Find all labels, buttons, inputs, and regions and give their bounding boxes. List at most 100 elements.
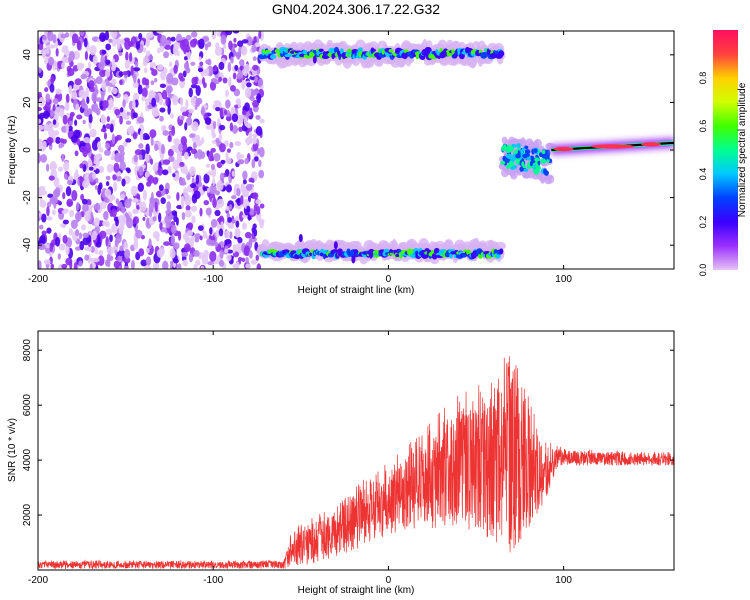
heatmap-cell [243, 69, 248, 77]
heatmap-cell [123, 256, 131, 264]
heatmap-cell [215, 106, 221, 112]
heatmap-cell [119, 161, 126, 171]
heatmap-cell [284, 53, 293, 58]
heatmap-cell [80, 224, 86, 231]
heatmap-cell [184, 169, 189, 176]
heatmap-cell [43, 259, 51, 265]
heatmap-cell [251, 45, 257, 53]
heatmap-cell [88, 246, 92, 252]
heatmap-cell [248, 131, 253, 141]
heatmap-cell [312, 55, 317, 64]
heatmap-cell [219, 124, 226, 131]
heatmap-cell [167, 148, 174, 157]
heatmap-cell [209, 81, 217, 91]
heatmap-cell [167, 134, 172, 143]
y-tick-label: 20 [22, 96, 33, 108]
heatmap-cell [170, 224, 177, 235]
heatmap-cell [193, 263, 198, 269]
heatmap-cell [521, 161, 525, 167]
heatmap-cell [205, 125, 213, 130]
heatmap-cell [141, 87, 148, 98]
heatmap-cell [184, 210, 192, 218]
heatmap-cell [95, 76, 103, 85]
heatmap-cell [255, 114, 261, 120]
heatmap-cell [125, 51, 129, 62]
heatmap-cell [495, 253, 501, 259]
heatmap-cell [259, 146, 265, 158]
heatmap-cell [235, 229, 240, 238]
heatmap-cell [144, 135, 151, 140]
heatmap-cell [111, 133, 116, 144]
y-tick-label: 4000 [22, 449, 33, 472]
heatmap-cell [237, 256, 243, 262]
heatmap-cell [48, 175, 55, 181]
spectrogram-x-label: Height of straight line (km) [298, 285, 415, 296]
heatmap-cell [117, 255, 124, 264]
heatmap-cell [248, 177, 255, 183]
heatmap-cell [255, 199, 262, 205]
heatmap-cell [180, 115, 185, 121]
heatmap-cell [239, 195, 244, 205]
heatmap-cell [255, 205, 261, 216]
heatmap-cell [118, 52, 123, 57]
heatmap-cell [52, 97, 59, 105]
heatmap-cell [94, 185, 99, 190]
heatmap-cell [78, 89, 86, 99]
heatmap-cell [92, 257, 100, 263]
heatmap-cell [224, 239, 232, 245]
heatmap-cell [218, 76, 223, 82]
heatmap-cell [241, 222, 248, 230]
heatmap-cell [84, 142, 91, 154]
heatmap-cell [80, 31, 85, 37]
heatmap-cell [45, 163, 50, 172]
heatmap-cell [150, 136, 154, 147]
heatmap-cell [59, 107, 65, 118]
heatmap-cell [229, 204, 233, 210]
heatmap-cell [112, 174, 117, 181]
heatmap-cell [200, 265, 205, 269]
heatmap-cell [191, 121, 199, 132]
x-tick-label: 100 [555, 575, 572, 586]
heatmap-cell [38, 106, 43, 112]
colorbar-label: Normalized spectral amplitude [737, 82, 748, 217]
heatmap-cell [78, 260, 83, 267]
heatmap-cell [240, 46, 248, 56]
heatmap-cell [543, 170, 549, 176]
heatmap-cell [206, 187, 211, 193]
heatmap-cell [143, 47, 147, 53]
heatmap-cell [145, 247, 150, 254]
heatmap-cell [246, 36, 253, 46]
heatmap-cell [259, 203, 265, 209]
heatmap-cell [80, 73, 88, 80]
heatmap-cell [105, 181, 110, 187]
heatmap-cell [108, 196, 113, 203]
heatmap-cell [235, 98, 240, 105]
colorbar-tick-label: 0.0 [698, 264, 708, 277]
heatmap-cell [249, 107, 253, 115]
heatmap-cell [533, 168, 540, 175]
heatmap-cell [232, 72, 237, 80]
heatmap-cell [235, 220, 240, 228]
heatmap-cell [94, 84, 98, 94]
heatmap-cell [154, 112, 160, 117]
spectrogram-heatmap [38, 31, 674, 269]
heatmap-cell [52, 119, 57, 125]
heatmap-cell [201, 106, 206, 116]
heatmap-lower-band [256, 237, 506, 265]
heatmap-cell [111, 223, 118, 234]
heatmap-cell [109, 123, 114, 133]
y-tick-label: 8000 [22, 339, 33, 362]
heatmap-cell [83, 37, 88, 48]
heatmap-cell [127, 198, 132, 203]
heatmap-carrier-line [550, 135, 674, 157]
heatmap-cell [78, 232, 83, 240]
heatmap-cell [159, 222, 163, 230]
heatmap-cell [53, 177, 60, 188]
heatmap-cell [190, 84, 198, 89]
heatmap-cell [159, 83, 167, 88]
heatmap-cell [184, 56, 188, 61]
heatmap-cell [164, 215, 172, 224]
heatmap-cell [110, 31, 118, 39]
heatmap-cell [218, 61, 225, 71]
